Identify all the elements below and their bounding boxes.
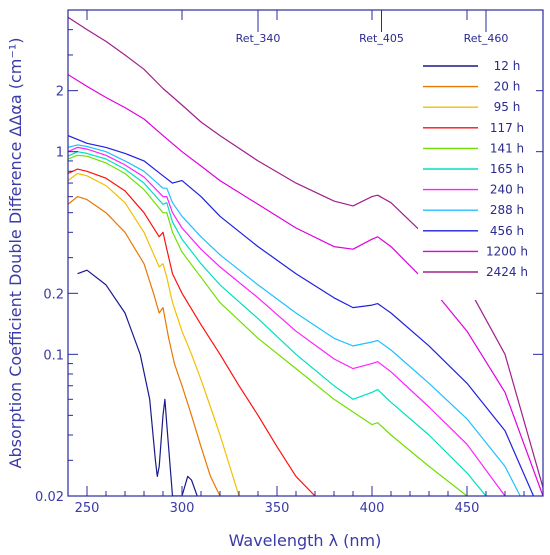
series-line-20h (68, 196, 221, 496)
legend-label: 12 h (494, 59, 521, 73)
series-line-456h (68, 135, 535, 496)
y-tick-label: 1 (56, 146, 64, 161)
y-tick-label: 0.02 (35, 490, 64, 505)
x-axis-label: Wavelength λ (nm) (229, 531, 382, 550)
legend-label: 95 h (494, 100, 521, 114)
legend-background (418, 54, 536, 300)
x-tick-label: 350 (265, 501, 290, 516)
legend-label: 2424 h (486, 265, 528, 279)
x-tick-label: 250 (75, 501, 100, 516)
legend-label: 141 h (490, 141, 524, 155)
x-tick-label: 400 (360, 501, 385, 516)
series-line-165h (68, 151, 487, 496)
series-line-141h (68, 154, 468, 496)
axes-layer: 250 300 350 400 450 0.02 0.1 0.2 1 2 Ret_340 Ret_40… (35, 10, 544, 516)
y-tick-label: 2 (56, 85, 64, 100)
y-axis-label: Absorption Coefficient Double Difference… (6, 38, 25, 469)
legend: 12 h 20 h 95 h 117 h 141 h 165 h 240 h 288 h 456… (418, 54, 536, 300)
y-tick-label: 0.2 (43, 287, 64, 302)
series-line-95h (68, 172, 240, 496)
plot-frame (67, 9, 544, 497)
x-tick-label: 450 (455, 501, 480, 516)
series-line-240h (68, 146, 506, 496)
legend-label: 165 h (490, 162, 524, 176)
legend-label: 117 h (490, 121, 524, 135)
top-marker-label: Ret_340 (236, 32, 281, 45)
series-line-12h (77, 269, 198, 496)
series-line-288h (68, 144, 521, 496)
top-marker-label: Ret_460 (464, 32, 509, 45)
legend-label: 240 h (490, 183, 524, 197)
legend-label: 20 h (494, 80, 521, 94)
top-marker-label: Ret_405 (359, 32, 404, 45)
legend-label: 1200 h (486, 244, 528, 258)
legend-label: 456 h (490, 224, 524, 238)
series-line-117h (68, 168, 316, 496)
legend-label: 288 h (490, 203, 524, 217)
x-tick-label: 300 (170, 501, 195, 516)
y-tick-label: 0.1 (43, 348, 64, 363)
